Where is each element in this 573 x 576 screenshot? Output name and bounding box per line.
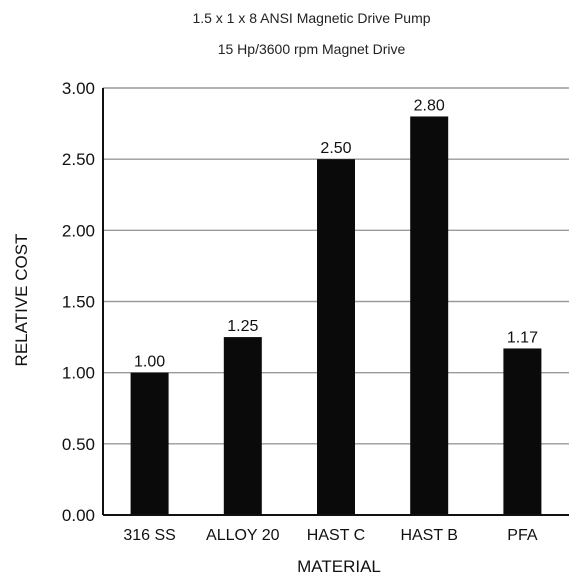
y-tick-label: 3.00 — [62, 79, 95, 98]
x-tick-label: PFA — [507, 527, 538, 544]
y-tick-label: 1.00 — [62, 364, 95, 383]
bar — [130, 372, 169, 515]
data-label: 1.00 — [134, 354, 165, 371]
x-tick-label: HAST B — [400, 527, 458, 544]
y-tick-label: 1.50 — [62, 293, 95, 312]
bar — [223, 337, 262, 515]
data-label: 1.17 — [507, 329, 538, 346]
x-tick-label: ALLOY 20 — [206, 527, 280, 544]
data-label: 1.25 — [227, 318, 258, 335]
y-tick-label: 2.00 — [62, 221, 95, 240]
chart-title: 1.5 x 1 x 8 ANSI Magnetic Drive Pump — [192, 10, 431, 26]
bar — [503, 348, 542, 515]
y-tick-label: 0.00 — [62, 506, 95, 525]
y-tick-label: 0.50 — [62, 435, 95, 454]
chart-subtitle: 15 Hp/3600 rpm Magnet Drive — [217, 41, 406, 57]
data-label: 2.80 — [414, 97, 445, 114]
x-tick-label: 316 SS — [123, 527, 175, 544]
bar — [410, 116, 449, 515]
data-label: 2.50 — [320, 140, 351, 157]
axes — [102, 88, 569, 516]
y-axis-label: RELATIVE COST — [12, 234, 31, 367]
x-tick-label: HAST C — [307, 527, 365, 544]
bars — [130, 116, 542, 515]
x-axis-label: MATERIAL — [297, 557, 381, 576]
bar — [317, 159, 355, 515]
y-tick-label: 2.50 — [62, 150, 95, 169]
labels: 0.00 0.50 1.00 1.50 2.00 2.50 3.00 1.00 316 SS 1.… — [62, 79, 538, 544]
